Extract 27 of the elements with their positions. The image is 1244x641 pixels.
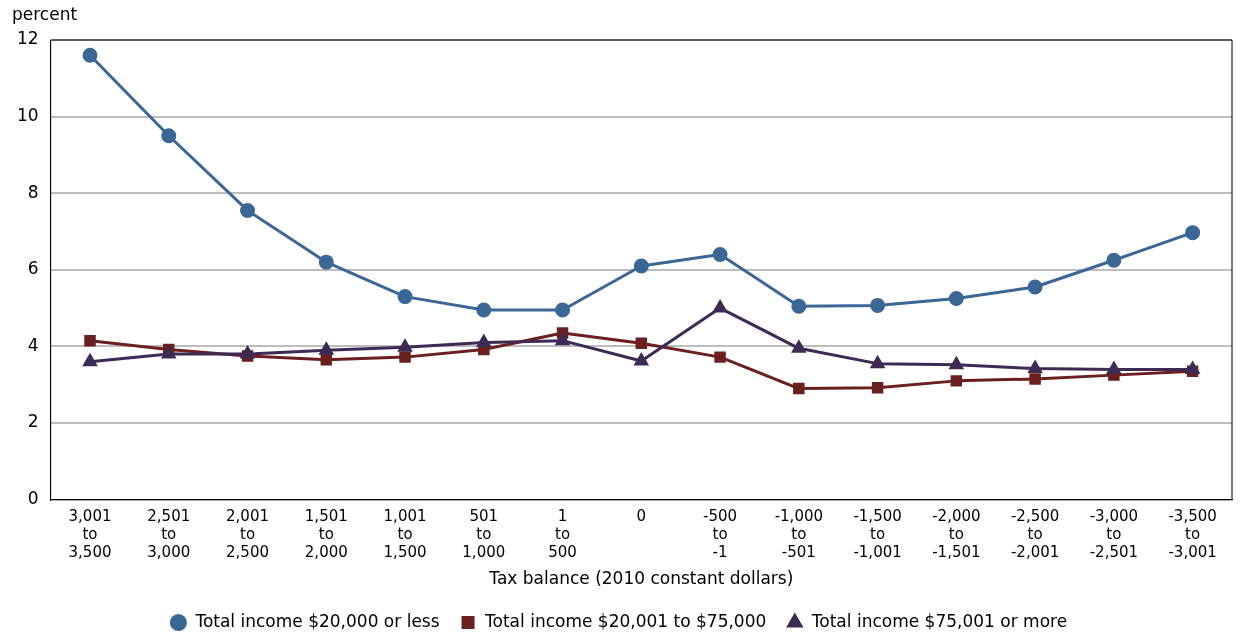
x-tick-label: 1,001 to 1,500 [383, 507, 427, 562]
y-tick-label: 12 [16, 28, 39, 49]
x-tick-label: 3,001 to 3,500 [68, 507, 112, 562]
x-tick-label: -1,000 to -501 [774, 507, 824, 562]
x-tick-label: 2,501 to 3,000 [147, 507, 191, 562]
x-tick-label: 0 [636, 507, 647, 526]
x-tick-label: 501 to 1,000 [462, 507, 506, 562]
legend-label: Total income $20,001 to $75,000 [484, 610, 767, 631]
y-tick-label: 0 [27, 488, 39, 509]
x-tick-label: -3,500 to -3,001 [1168, 507, 1217, 562]
x-tick-label: -500 to -1 [703, 507, 738, 562]
x-tick-label: 1,501 to 2,000 [304, 507, 348, 562]
x-tick-label: -2,000 to -1,501 [932, 507, 981, 562]
y-tick-label: 8 [27, 181, 39, 202]
legend-label: Total income $20,000 or less [194, 610, 440, 631]
y-axis-title: percent [12, 3, 78, 24]
x-tick-label: -2,500 to -2,001 [1010, 507, 1060, 562]
x-tick-label: -3,000 to -2,501 [1089, 507, 1139, 562]
y-tick-label: 2 [27, 411, 39, 432]
y-tick-label: 4 [27, 334, 39, 355]
x-tick-label: -1,500 to -1,001 [853, 507, 902, 562]
x-tick-label: 2,001 to 2,500 [226, 507, 269, 562]
y-tick-label: 10 [16, 105, 39, 126]
x-axis-title: Tax balance (2010 constant dollars) [488, 568, 794, 589]
legend-label: Total income $75,001 or more [810, 610, 1068, 631]
x-tick-label: 1 to 500 [548, 507, 577, 562]
y-tick-label: 6 [27, 258, 39, 279]
